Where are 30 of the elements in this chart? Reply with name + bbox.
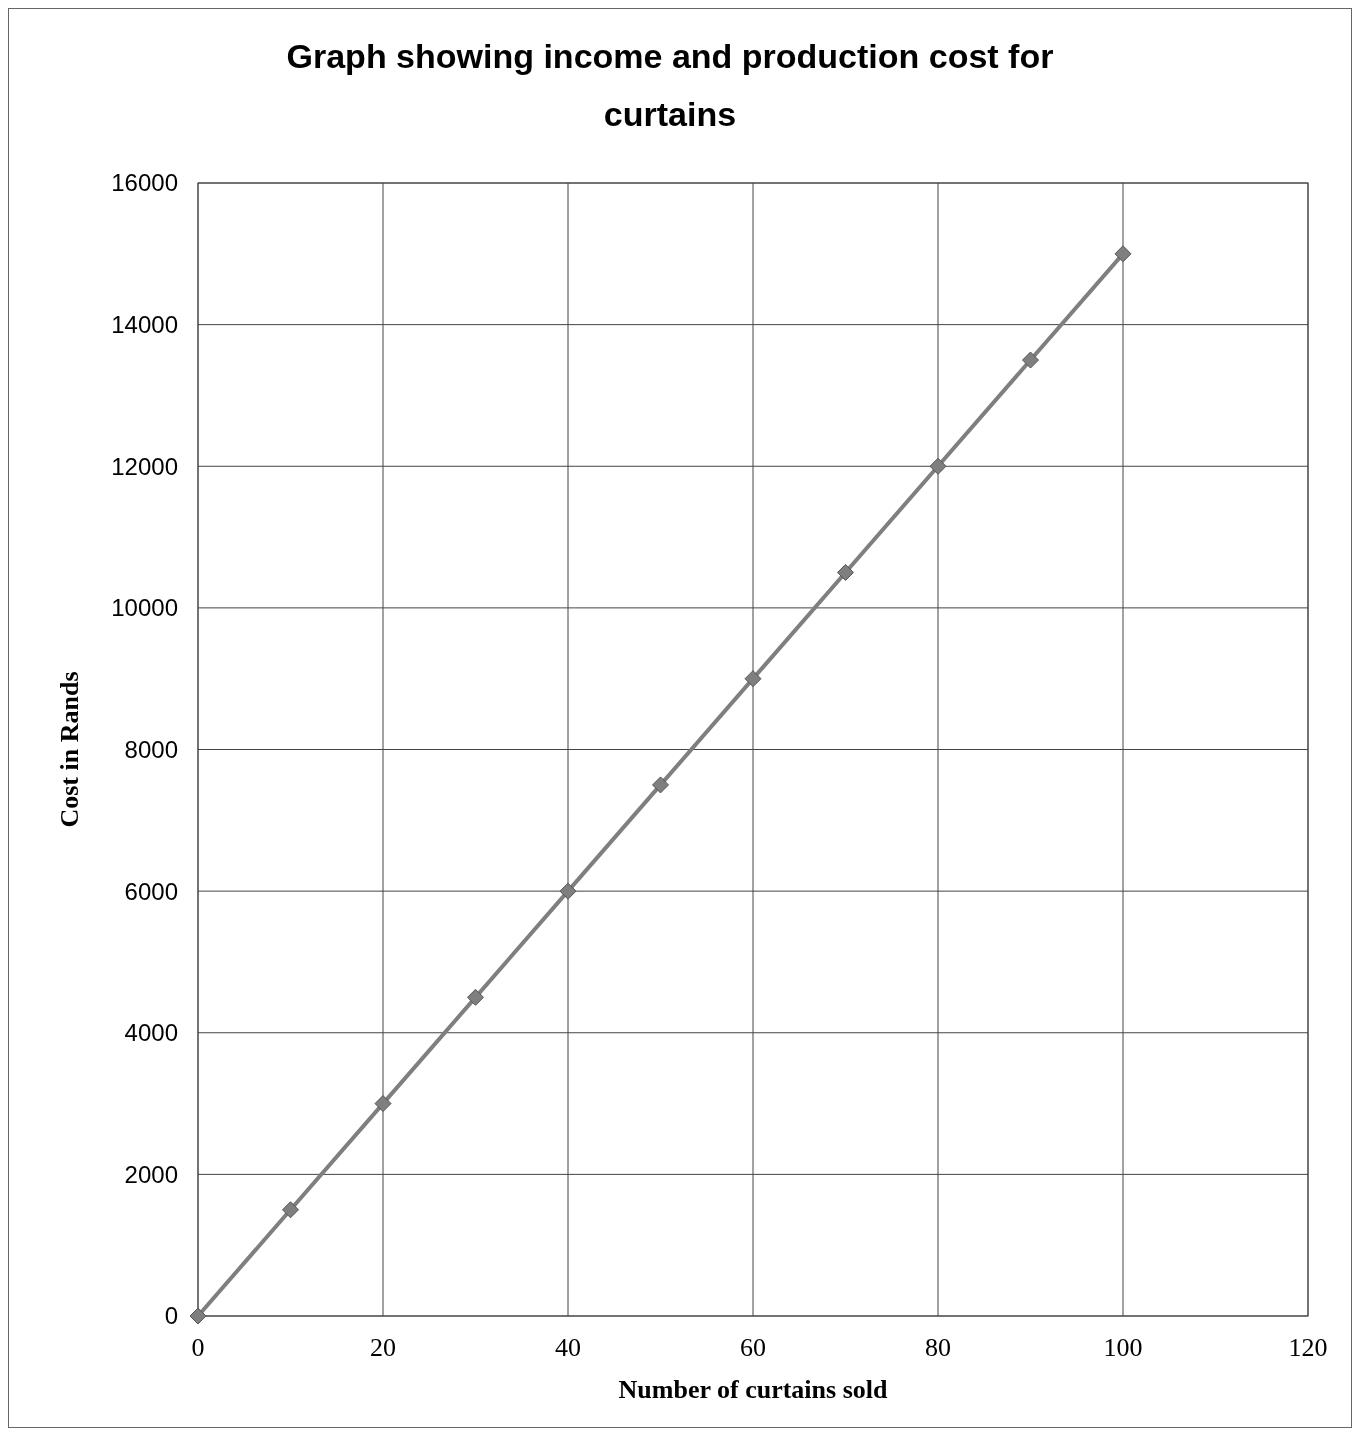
x-tick-label: 60 [740, 1333, 766, 1362]
point [1022, 351, 1039, 369]
point [837, 563, 854, 581]
y-tick-label: 12000 [111, 452, 178, 480]
point [467, 988, 484, 1006]
y-tick-label: 2000 [124, 1160, 178, 1188]
y-tick-label: 8000 [124, 735, 178, 763]
y-tick-label: 10000 [111, 594, 178, 622]
point [189, 1307, 207, 1325]
x-tick-label: 120 [1288, 1333, 1328, 1362]
x-tick-label: 20 [370, 1333, 396, 1362]
x-tick-label: 0 [191, 1333, 205, 1362]
y-axis-title: Cost in Rands [55, 671, 84, 828]
point [559, 882, 577, 900]
y-tick-label: 4000 [124, 1019, 178, 1047]
y-tick-label: 0 [164, 1302, 178, 1330]
point [929, 457, 947, 475]
chart-title: Graph showing income and production cost for curtains [286, 37, 1054, 133]
x-tick-label: 100 [1103, 1333, 1143, 1362]
point [374, 1095, 392, 1113]
point [1114, 245, 1132, 263]
x-tick-label: 40 [555, 1333, 581, 1362]
x-axis-title: Number of curtains sold [618, 1375, 888, 1404]
x-tick-label: 80 [925, 1333, 951, 1362]
point [744, 670, 762, 688]
y-tick-label: 6000 [124, 877, 178, 905]
y-tick-label: 14000 [111, 311, 178, 339]
y-tick-label: 16000 [111, 169, 178, 197]
point [282, 1201, 299, 1219]
point [652, 776, 669, 794]
